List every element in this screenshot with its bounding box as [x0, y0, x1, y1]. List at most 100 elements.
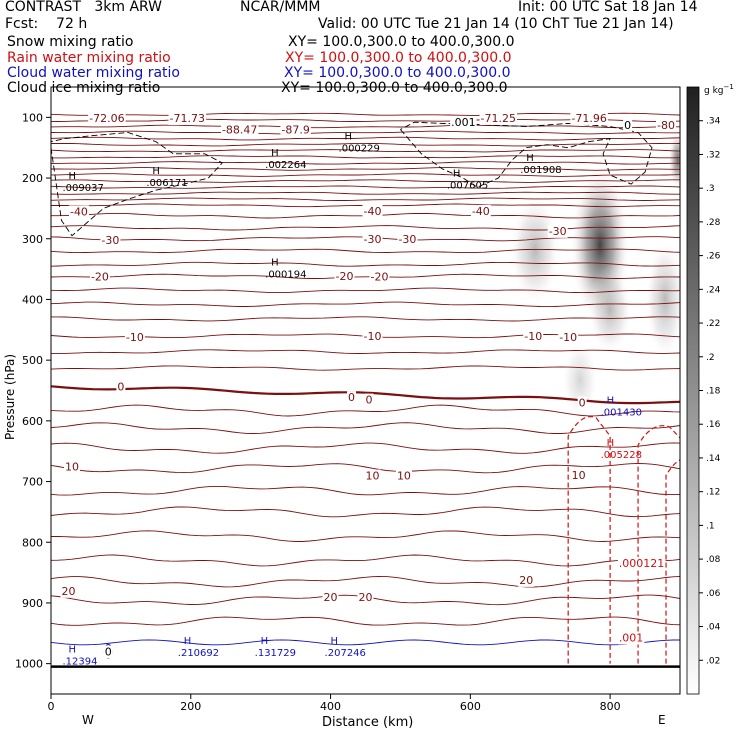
temperature-label-bg: [523, 329, 544, 343]
temperature-label-bg: [369, 270, 390, 284]
temperature-label: 0: [348, 391, 355, 404]
cloud-ice-label-bg: [450, 116, 477, 130]
x-tick-label: 0: [48, 700, 55, 713]
temperature-contour: [51, 485, 680, 496]
header-line1-left: CONTRAST 3km ARW: [5, 0, 163, 15]
colorbar-unit: g kg−1: [704, 83, 734, 96]
cloud-ice-label-bg: [103, 645, 113, 659]
temperature-label: 20: [359, 591, 373, 604]
extremum-value: .002264: [265, 160, 306, 171]
temperature-label: -30: [364, 233, 382, 246]
extremum-value: .001908: [520, 165, 561, 176]
header-line1-right: Init: 00 UTC Sat 18 Jan 14: [518, 0, 698, 15]
extremum-value: .000194: [265, 269, 306, 280]
colorbar-tick-label: .18: [706, 387, 721, 397]
x-tick-label: 600: [460, 700, 481, 713]
temperature-label: 20: [519, 574, 533, 587]
x-tick-label: 800: [600, 700, 621, 713]
y-tick-label: 500: [22, 354, 43, 367]
cloud-ice-label: 0: [105, 646, 112, 659]
temperature-label: -10: [364, 330, 382, 343]
field-xy-snow: XY= 100.0,300.0 to 400.0,300.0: [288, 34, 515, 50]
colorbar-tick-label: .22: [706, 319, 720, 329]
temperature-label: -10: [126, 331, 144, 344]
freezing-level-contour: [51, 385, 680, 405]
colorbar-unit-text: g kg: [704, 86, 724, 96]
field-xy-cloud-ice: XY= 100.0,300.0 to 400.0,300.0: [281, 80, 508, 96]
header-valid: Valid: 00 UTC Tue 21 Jan 14 (10 ChT Tue …: [318, 16, 674, 32]
temperature-contour: [51, 185, 680, 189]
extremum-marker: H: [607, 438, 615, 449]
temperature-label-bg: [89, 270, 110, 284]
rain-contour: [665, 459, 680, 664]
temperature-label-bg: [220, 123, 259, 137]
temperature-label-bg: [334, 269, 355, 283]
temperature-contour: [51, 149, 680, 153]
temperature-label-bg: [322, 590, 339, 604]
temperature-contour: [51, 167, 680, 171]
temperature-label-bg: [547, 224, 568, 238]
temperature-label-bg: [347, 391, 357, 405]
temperature-contour: [51, 273, 680, 279]
temperature-contour: [51, 179, 680, 183]
extremum-marker: H: [152, 166, 160, 177]
field-name-cloud-ice: Cloud ice mixing ratio: [7, 80, 161, 96]
temperature-label: -30: [398, 233, 416, 246]
cloud-ice-label: .001: [451, 116, 476, 129]
cloud-ice-contour: [51, 132, 223, 237]
rain-label: .001: [619, 632, 644, 645]
x-end-label-west: W: [82, 713, 94, 727]
temperature-label-bg: [68, 205, 89, 219]
temperature-label-bg: [124, 331, 145, 345]
temperature-label-bg: [100, 233, 121, 247]
temperature-contour: [51, 173, 680, 177]
temperature-contour: [51, 197, 680, 201]
x-axis-label: Distance (km): [322, 715, 413, 730]
temperature-label: -71.96: [571, 112, 606, 125]
temperature-contour: [51, 404, 680, 417]
y-tick-label: 800: [22, 536, 43, 549]
temperature-label: -30: [549, 225, 567, 238]
extremum-marker: H: [331, 636, 339, 647]
temperature-label: 10: [365, 469, 379, 482]
y-tick-label: 100: [22, 111, 43, 124]
temperature-label-bg: [280, 123, 311, 137]
temperature-label: -87.9: [281, 123, 309, 136]
cloud-ice-label: 0: [624, 119, 631, 132]
y-axis-label: Pressure (hPa): [3, 354, 17, 440]
rain-label: .000121: [619, 557, 665, 570]
temperature-label: -10: [524, 330, 542, 343]
temperature-label-bg: [63, 460, 80, 474]
colorbar-tick-label: .2: [706, 353, 715, 363]
rain-label-bg: [617, 631, 645, 645]
temperature-label: -40: [70, 205, 88, 218]
temperature-contour: [51, 422, 680, 434]
cloud-ice-label-bg: [623, 119, 633, 133]
extremum-marker: H: [68, 171, 76, 182]
temperature-label-bg: [570, 468, 587, 482]
colorbar-tick-label: .14: [706, 454, 721, 464]
y-tick-label: 400: [22, 293, 43, 306]
colorbar-tick-label: .12: [706, 488, 720, 498]
temperature-label: -88.47: [222, 123, 257, 136]
temperature-label-bg: [397, 232, 418, 246]
temperature-label: 0: [579, 397, 586, 410]
plot-frame: [50, 86, 681, 695]
temperature-label-bg: [364, 469, 381, 483]
temperature-contour: [51, 575, 680, 588]
colorbar-tick-label: .32: [706, 150, 720, 160]
colorbar-tick-label: .24: [706, 285, 721, 295]
temperature-label: 10: [572, 469, 586, 482]
temperature-label: 10: [397, 469, 411, 482]
temperature-label: 0: [365, 394, 372, 407]
temperature-label-bg: [558, 331, 579, 345]
temperature-label-bg: [577, 396, 587, 410]
temperature-contour: [51, 463, 680, 474]
temperature-label: 20: [61, 585, 75, 598]
temperature-contour: [51, 130, 680, 135]
extremum-value: .000229: [339, 144, 380, 155]
temperature-contour: [51, 142, 680, 147]
temperature-label-bg: [168, 111, 207, 125]
temperature-label: -80: [657, 119, 675, 132]
